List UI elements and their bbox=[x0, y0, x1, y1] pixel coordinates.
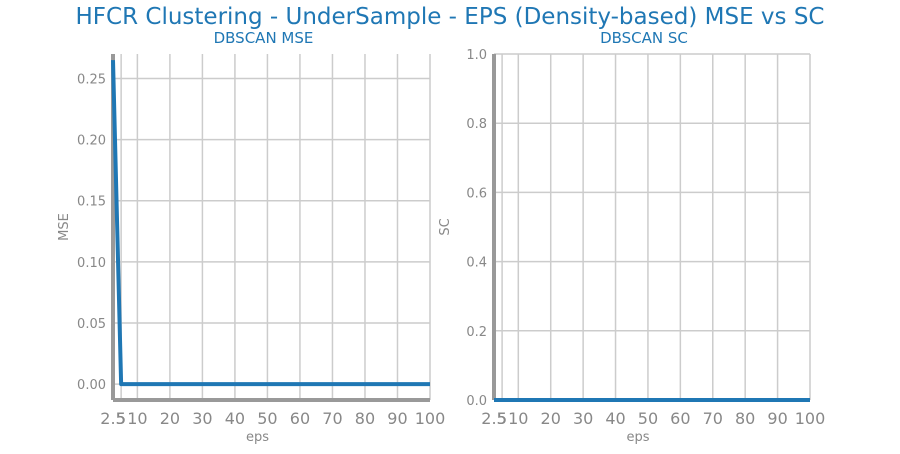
x-tick-label: 20 bbox=[160, 409, 180, 428]
x-tick-label: 40 bbox=[225, 409, 245, 428]
x-tick-label: 2.5 bbox=[481, 409, 506, 428]
y-tick-label: 0.2 bbox=[466, 325, 487, 340]
x-tick-label: 40 bbox=[605, 409, 625, 428]
y-tick-label: 0.20 bbox=[77, 134, 106, 149]
x-tick-label: 30 bbox=[192, 409, 212, 428]
x-axis-label: eps bbox=[626, 430, 649, 445]
x-tick-label: 80 bbox=[355, 409, 375, 428]
x-tick-label: 5 bbox=[116, 409, 126, 428]
x-tick-label: 30 bbox=[573, 409, 593, 428]
series-line-mse bbox=[111, 60, 430, 387]
x-tick-label: 70 bbox=[322, 409, 342, 428]
chart-panel-mse: 2.55 10 20 30 40 50 60 70 80 90 100 0.00 0.05 0.10 0.1… bbox=[57, 29, 445, 445]
y-tick-label: 0.00 bbox=[77, 378, 106, 393]
chart-panel-sc: 2.55 10 20 30 40 50 60 70 80 90 100 0.0 0.2 0.4 0.6 0.8… bbox=[438, 29, 825, 445]
y-axis-label: SC bbox=[438, 218, 453, 235]
figure-title: HFCR Clustering - UnderSample - EPS (Den… bbox=[75, 4, 825, 30]
y-tick-label: 0.25 bbox=[77, 72, 106, 87]
x-tick-label: 70 bbox=[703, 409, 723, 428]
y-tick-label: 1.0 bbox=[466, 48, 487, 63]
x-tick-label: 20 bbox=[541, 409, 561, 428]
x-tick-label: 10 bbox=[508, 409, 528, 428]
x-tick-label: 80 bbox=[735, 409, 755, 428]
y-tick-label: 0.15 bbox=[77, 195, 106, 210]
y-axis-label: MSE bbox=[57, 213, 72, 241]
x-axis-label: eps bbox=[246, 430, 269, 445]
x-tick-label: 50 bbox=[257, 409, 277, 428]
x-tick-label: 60 bbox=[670, 409, 690, 428]
y-tick-label: 0.05 bbox=[77, 317, 106, 332]
y-tick-label: 0.0 bbox=[466, 394, 487, 409]
y-tick-label: 0.4 bbox=[466, 256, 487, 271]
x-tick-label: 100 bbox=[415, 409, 446, 428]
y-tick-label: 0.8 bbox=[466, 117, 487, 132]
x-tick-label: 10 bbox=[127, 409, 147, 428]
subplot-title: DBSCAN MSE bbox=[214, 29, 314, 47]
x-tick-label: 5 bbox=[497, 409, 507, 428]
x-tick-label: 100 bbox=[795, 409, 826, 428]
x-tick-label: 90 bbox=[767, 409, 787, 428]
y-tick-label: 0.6 bbox=[466, 186, 487, 201]
x-tick-label: 50 bbox=[638, 409, 658, 428]
subplot-title: DBSCAN SC bbox=[600, 29, 688, 47]
x-tick-label: 60 bbox=[290, 409, 310, 428]
y-tick-label: 0.10 bbox=[77, 256, 106, 271]
x-tick-label: 90 bbox=[387, 409, 407, 428]
x-tick-label: 2.5 bbox=[100, 409, 125, 428]
